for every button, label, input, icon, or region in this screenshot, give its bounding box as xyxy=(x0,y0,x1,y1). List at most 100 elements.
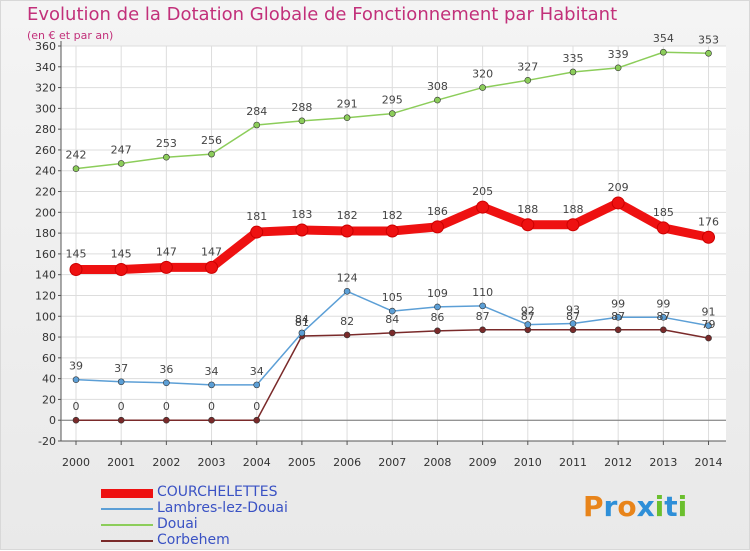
logo-letter: P xyxy=(583,490,604,523)
data-point-corbehem xyxy=(479,326,486,334)
x-tick-label: 2007 xyxy=(378,456,406,469)
data-label-corbehem: 87 xyxy=(521,310,535,323)
data-label-douai: 284 xyxy=(246,105,267,118)
data-label-corbehem: 84 xyxy=(385,313,399,326)
y-tick-label: 280 xyxy=(35,123,56,136)
data-label-douai: 253 xyxy=(156,137,177,150)
data-label-douai: 320 xyxy=(472,68,493,81)
data-label-courchelettes: 186 xyxy=(427,205,448,218)
data-point-douai xyxy=(569,68,577,76)
data-label-courchelettes: 147 xyxy=(201,245,222,258)
data-label-corbehem: 0 xyxy=(253,400,260,413)
y-tick-label: 240 xyxy=(35,165,56,178)
x-tick-label: 2002 xyxy=(152,456,180,469)
y-tick-label: 20 xyxy=(42,393,56,406)
data-label-lambres-lez-douai: 92 xyxy=(521,305,535,318)
data-point-douai xyxy=(72,165,80,172)
data-label-corbehem: 87 xyxy=(656,310,670,323)
data-label-courchelettes: 205 xyxy=(472,185,493,198)
data-point-lambres-lez-douai xyxy=(208,381,215,389)
legend-swatch-lambres xyxy=(101,508,153,510)
x-tick-label: 2000 xyxy=(62,456,90,469)
data-label-corbehem: 87 xyxy=(566,310,580,323)
data-label-courchelettes: 183 xyxy=(291,208,312,221)
y-tick-label: 120 xyxy=(35,289,56,302)
y-tick-label: 60 xyxy=(42,352,56,365)
y-tick-label: 100 xyxy=(35,310,56,323)
data-label-lambres-lez-douai: 36 xyxy=(159,363,173,376)
chart-title: Evolution de la Dotation Globale de Fonc… xyxy=(27,4,618,25)
data-label-courchelettes: 181 xyxy=(246,210,267,223)
x-tick-label: 2014 xyxy=(695,456,723,469)
data-label-corbehem: 81 xyxy=(295,316,309,329)
data-label-corbehem: 82 xyxy=(340,315,354,328)
legend-label-douai: Douai xyxy=(157,516,198,532)
data-label-lambres-lez-douai: 34 xyxy=(205,365,219,378)
data-point-douai xyxy=(253,121,261,129)
data-label-douai: 291 xyxy=(337,98,358,111)
data-label-corbehem: 0 xyxy=(73,400,80,413)
x-tick-label: 2009 xyxy=(469,456,497,469)
data-point-lambres-lez-douai xyxy=(434,303,441,311)
y-tick-label: -20 xyxy=(38,435,56,448)
data-point-douai xyxy=(479,84,486,91)
x-tick-label: 2001 xyxy=(107,456,135,469)
x-tick-label: 2012 xyxy=(604,456,632,469)
series-lines xyxy=(69,48,716,424)
data-label-lambres-lez-douai: 99 xyxy=(656,297,670,310)
data-label-douai: 339 xyxy=(608,48,629,61)
data-labels: 242 247 253 256 284 288 291 295 308 320 327 335 339 3… xyxy=(66,32,720,413)
logo-letter: i xyxy=(654,490,665,523)
data-label-lambres-lez-douai: 105 xyxy=(382,291,403,304)
data-point-lambres-lez-douai xyxy=(614,314,622,321)
data-label-douai: 242 xyxy=(66,149,87,162)
data-point-douai xyxy=(614,64,622,72)
legend-label-corbehem: Corbehem xyxy=(157,532,230,548)
data-point-courchelettes xyxy=(250,225,264,239)
logo-letter: x xyxy=(636,490,655,523)
data-label-courchelettes: 176 xyxy=(698,215,719,228)
y-tick-label: 260 xyxy=(35,144,56,157)
data-label-courchelettes: 145 xyxy=(111,247,132,260)
data-point-douai xyxy=(434,96,441,104)
y-tick-label: 360 xyxy=(35,40,56,53)
data-point-courchelettes xyxy=(159,260,173,274)
data-point-corbehem xyxy=(253,416,261,424)
data-point-lambres-lez-douai xyxy=(569,320,577,327)
data-label-corbehem: 86 xyxy=(430,311,444,324)
data-point-lambres-lez-douai xyxy=(253,381,261,389)
x-tick-label: 2003 xyxy=(198,456,226,469)
data-point-lambres-lez-douai xyxy=(479,302,486,310)
data-point-douai xyxy=(524,77,532,84)
data-label-douai: 354 xyxy=(653,32,674,45)
data-point-lambres-lez-douai xyxy=(524,321,532,328)
data-label-lambres-lez-douai: 34 xyxy=(250,365,264,378)
data-point-courchelettes xyxy=(205,260,219,274)
x-tick-label: 2010 xyxy=(514,456,542,469)
logo-letter: r xyxy=(603,490,618,523)
data-point-corbehem xyxy=(388,329,396,337)
data-label-corbehem: 87 xyxy=(476,310,490,323)
data-label-lambres-lez-douai: 91 xyxy=(702,306,716,319)
data-point-corbehem xyxy=(660,326,667,334)
data-label-courchelettes: 182 xyxy=(382,209,403,222)
data-point-corbehem xyxy=(208,416,215,424)
data-point-corbehem xyxy=(569,326,577,334)
data-label-lambres-lez-douai: 39 xyxy=(69,360,83,373)
x-tick-label: 2013 xyxy=(649,456,677,469)
data-point-courchelettes xyxy=(114,262,128,276)
data-point-corbehem xyxy=(163,416,170,424)
data-label-corbehem: 0 xyxy=(208,400,215,413)
data-label-courchelettes: 188 xyxy=(562,203,583,216)
data-label-lambres-lez-douai: 109 xyxy=(427,287,448,300)
data-point-lambres-lez-douai xyxy=(388,307,396,315)
data-label-corbehem: 0 xyxy=(163,400,170,413)
chart-subtitle: (en € et par an) xyxy=(27,29,114,42)
data-label-douai: 288 xyxy=(291,101,312,114)
data-label-lambres-lez-douai: 124 xyxy=(337,271,358,284)
data-label-douai: 335 xyxy=(562,52,583,65)
data-label-courchelettes: 147 xyxy=(156,245,177,258)
data-point-corbehem xyxy=(117,416,125,424)
x-tick-label: 2005 xyxy=(288,456,316,469)
